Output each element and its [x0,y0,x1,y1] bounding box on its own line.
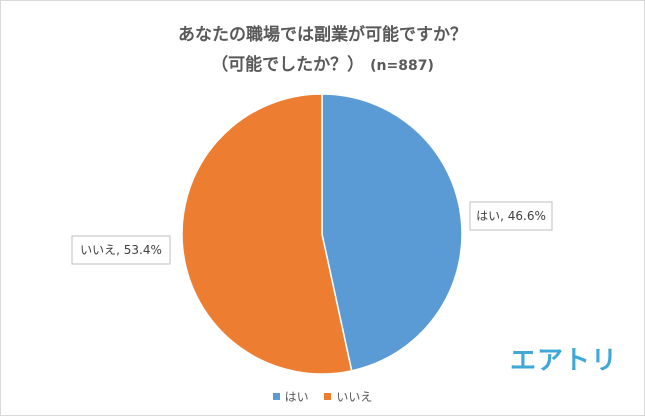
pie-slice-no [181,93,353,375]
legend-item-yes: はい [272,388,309,405]
chart-title-line2: （可能でしたか？） (n=887) [0,50,645,75]
airtrip-logo: エアトリ [510,346,619,376]
chart-legend: はい いいえ [0,388,645,405]
legend-label-no: いいえ [336,390,373,404]
data-label-no: いいえ, 53.4% [71,235,171,265]
data-label-box [71,235,171,265]
chart-title-line1: あなたの職場では副業が可能ですか？ [178,25,467,45]
legend-label-yes: はい [284,390,309,404]
chart-title-line2-text: （可能でしたか？） [211,55,365,75]
legend-swatch-no [324,393,332,400]
data-label-yes: はい, 46.6% [469,201,553,231]
legend-swatch-yes [272,393,280,400]
pie-slice-yes [321,93,463,372]
legend-item-no: いいえ [324,388,372,405]
data-label-text: はい, 46.6% [476,209,546,223]
sample-size-label: (n=887) [370,58,434,74]
data-label-text: いいえ, 53.4% [80,243,162,257]
data-label-box [469,201,553,231]
